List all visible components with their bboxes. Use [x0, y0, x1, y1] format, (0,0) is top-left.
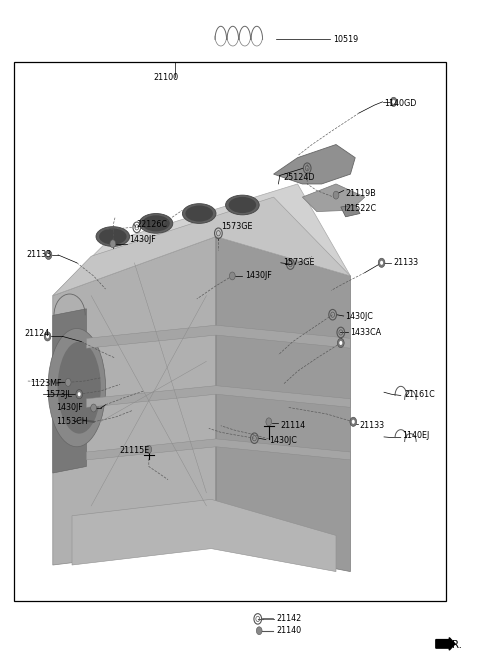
Text: 1573JL: 1573JL: [46, 390, 72, 399]
Text: 1573GE: 1573GE: [221, 222, 252, 231]
Text: 1140GD: 1140GD: [384, 99, 416, 108]
Bar: [14, 62, 446, 601]
Text: 1430JF: 1430JF: [57, 403, 84, 413]
Polygon shape: [72, 499, 336, 572]
Ellipse shape: [226, 195, 259, 215]
Circle shape: [390, 97, 397, 106]
Polygon shape: [86, 439, 350, 460]
Text: 1123MF: 1123MF: [30, 378, 61, 388]
Text: 21133: 21133: [26, 250, 51, 259]
Circle shape: [229, 272, 235, 280]
Circle shape: [146, 445, 152, 453]
Text: 21142: 21142: [276, 614, 301, 623]
Circle shape: [266, 418, 272, 426]
Polygon shape: [341, 205, 360, 217]
Text: 21133: 21133: [394, 258, 419, 267]
Text: 21100: 21100: [154, 73, 179, 82]
Circle shape: [46, 334, 49, 338]
Ellipse shape: [96, 227, 130, 246]
Circle shape: [352, 420, 355, 424]
Polygon shape: [53, 309, 86, 473]
Text: 1573GE: 1573GE: [283, 258, 315, 267]
Polygon shape: [274, 145, 355, 184]
Text: 1430JC: 1430JC: [346, 312, 373, 321]
Text: 1430JC: 1430JC: [269, 436, 297, 445]
Circle shape: [350, 417, 357, 426]
Polygon shape: [86, 325, 350, 348]
Polygon shape: [53, 184, 350, 296]
Ellipse shape: [182, 204, 216, 223]
Text: 21114: 21114: [281, 420, 306, 430]
Text: 1153CH: 1153CH: [57, 417, 88, 426]
Ellipse shape: [58, 342, 101, 434]
Ellipse shape: [142, 215, 170, 231]
Text: 1430JF: 1430JF: [245, 271, 272, 281]
Text: 25124D: 25124D: [283, 173, 315, 182]
Circle shape: [333, 191, 339, 199]
Text: 21140: 21140: [276, 626, 301, 635]
Ellipse shape: [99, 229, 127, 244]
Ellipse shape: [139, 214, 173, 233]
Circle shape: [44, 332, 51, 341]
Text: 21119B: 21119B: [346, 189, 376, 198]
Text: 22126C: 22126C: [137, 220, 168, 229]
Circle shape: [110, 240, 116, 248]
Circle shape: [65, 378, 71, 386]
Circle shape: [378, 258, 385, 267]
Polygon shape: [86, 386, 350, 407]
Text: 21124: 21124: [24, 328, 49, 338]
Ellipse shape: [48, 328, 106, 447]
Circle shape: [45, 250, 52, 260]
Polygon shape: [53, 197, 350, 296]
Circle shape: [47, 253, 50, 257]
Polygon shape: [302, 184, 365, 212]
Polygon shape: [53, 237, 216, 565]
Circle shape: [380, 261, 383, 265]
Text: 21115E: 21115E: [119, 445, 149, 455]
Circle shape: [76, 390, 83, 399]
Text: 1430JF: 1430JF: [130, 235, 156, 244]
Text: 21522C: 21522C: [346, 204, 377, 214]
Text: 21161C: 21161C: [404, 390, 435, 399]
Polygon shape: [216, 237, 350, 572]
Text: FR.: FR.: [446, 640, 462, 650]
Ellipse shape: [185, 206, 213, 221]
Circle shape: [256, 627, 262, 635]
FancyArrow shape: [436, 637, 455, 650]
Text: 1140EJ: 1140EJ: [402, 431, 430, 440]
Circle shape: [392, 100, 395, 104]
Circle shape: [91, 404, 96, 412]
Circle shape: [337, 338, 344, 348]
Text: 1433CA: 1433CA: [350, 328, 382, 337]
Ellipse shape: [228, 197, 256, 213]
Text: 21133: 21133: [359, 420, 384, 430]
Circle shape: [78, 392, 81, 396]
Circle shape: [339, 341, 342, 345]
Text: 10519: 10519: [334, 35, 359, 44]
